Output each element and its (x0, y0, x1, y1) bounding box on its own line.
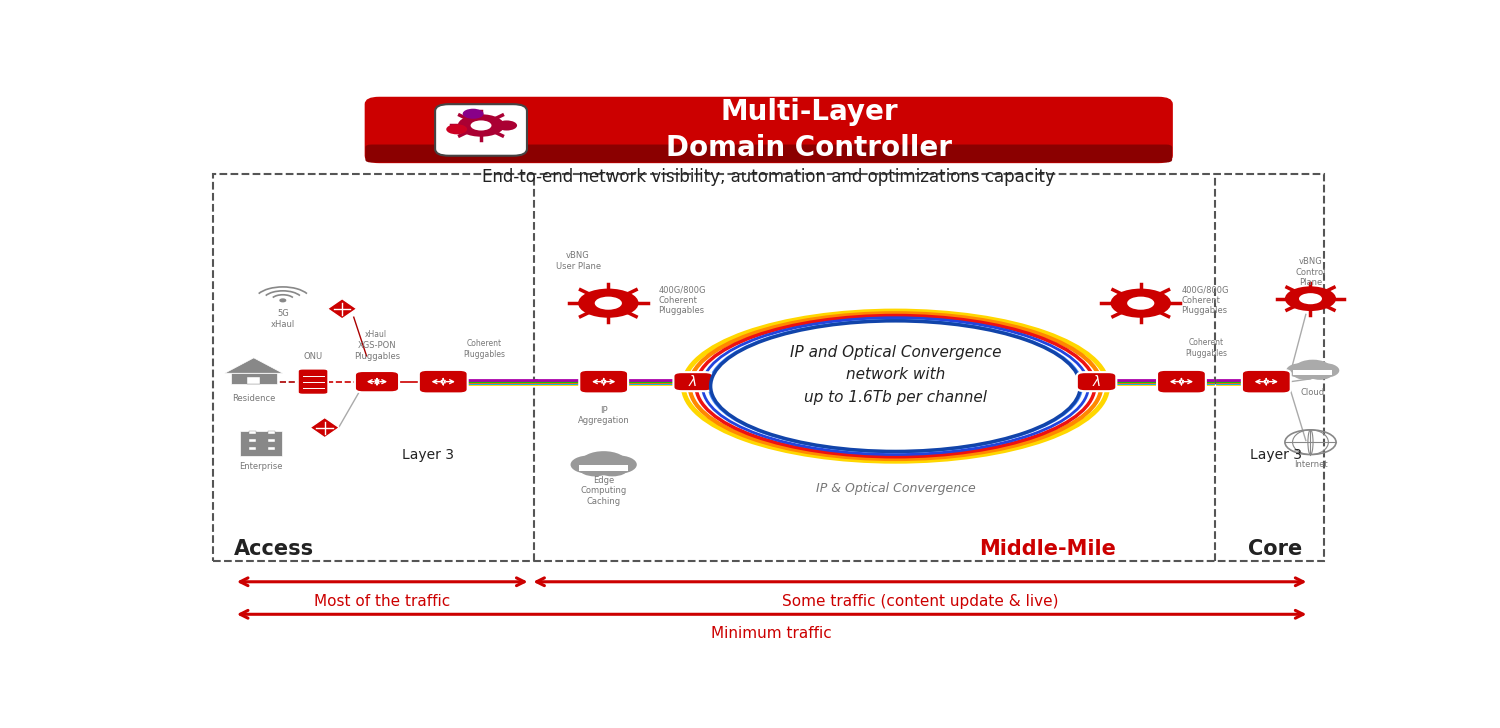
FancyBboxPatch shape (419, 370, 468, 393)
Ellipse shape (712, 322, 1078, 451)
Bar (1293, 371, 1332, 375)
Bar (249, 447, 256, 450)
Text: vBNG
User Plane: vBNG User Plane (555, 251, 600, 271)
FancyBboxPatch shape (366, 98, 1172, 162)
Text: xHaul: xHaul (364, 330, 387, 339)
Text: Access: Access (234, 539, 314, 558)
Circle shape (471, 120, 492, 130)
FancyBboxPatch shape (366, 145, 1172, 162)
Bar (267, 431, 274, 435)
Circle shape (594, 296, 622, 309)
Text: Internet: Internet (1293, 460, 1328, 469)
Bar (213, 174, 1324, 561)
Text: 400G/800G
Coherent
Pluggables: 400G/800G Coherent Pluggables (658, 285, 706, 315)
Text: Some traffic (content update & live): Some traffic (content update & live) (782, 594, 1058, 609)
Circle shape (580, 451, 627, 473)
Text: XGS-PON
Pluggables: XGS-PON Pluggables (354, 341, 401, 360)
Text: Enterprise: Enterprise (238, 462, 282, 471)
Circle shape (1287, 363, 1317, 378)
Text: Coherent
Pluggables: Coherent Pluggables (1185, 339, 1227, 357)
FancyBboxPatch shape (674, 372, 712, 391)
Bar (579, 464, 628, 470)
Text: Coherent
Pluggables: Coherent Pluggables (464, 339, 506, 359)
Circle shape (1299, 293, 1322, 304)
Polygon shape (310, 418, 339, 438)
Circle shape (446, 124, 466, 135)
FancyBboxPatch shape (435, 104, 526, 156)
Circle shape (1126, 296, 1155, 309)
Circle shape (579, 462, 610, 476)
Text: IP and Optical Convergence
network with
up to 1.6Tb per channel: IP and Optical Convergence network with … (789, 345, 1000, 405)
Bar (267, 447, 274, 450)
Bar (240, 431, 282, 456)
Text: $\lambda$: $\lambda$ (688, 374, 698, 389)
Bar (231, 373, 278, 384)
Bar (248, 377, 261, 384)
FancyBboxPatch shape (298, 369, 328, 395)
Text: $\lambda$: $\lambda$ (1092, 374, 1101, 389)
Text: ONU: ONU (303, 352, 322, 362)
Bar (249, 439, 256, 442)
Text: Middle-Mile: Middle-Mile (980, 539, 1116, 558)
Circle shape (1286, 286, 1336, 311)
FancyBboxPatch shape (1077, 372, 1116, 391)
Circle shape (1308, 363, 1340, 378)
Text: Multi-Layer
Domain Controller: Multi-Layer Domain Controller (666, 98, 952, 162)
Circle shape (280, 299, 285, 301)
Polygon shape (327, 298, 357, 319)
Text: Edge
Computing
Caching: Edge Computing Caching (580, 476, 627, 506)
Bar (249, 431, 256, 435)
Text: Cloud: Cloud (1300, 388, 1324, 397)
Text: Residence: Residence (232, 394, 276, 403)
Circle shape (462, 108, 483, 119)
Circle shape (1294, 360, 1330, 377)
Text: Layer 3: Layer 3 (402, 448, 454, 462)
Circle shape (458, 114, 504, 137)
Circle shape (598, 456, 638, 474)
Bar (368, 143, 1170, 162)
Circle shape (1293, 368, 1318, 380)
Text: End-to-end network visibility, automation and optimizations capacity: End-to-end network visibility, automatio… (483, 168, 1054, 186)
Bar (267, 439, 274, 442)
Text: Core: Core (1248, 539, 1302, 558)
Text: Most of the traffic: Most of the traffic (314, 594, 450, 609)
Text: Layer 3: Layer 3 (1250, 448, 1302, 462)
Polygon shape (225, 358, 284, 373)
Circle shape (570, 456, 609, 474)
Text: 5G
xHaul: 5G xHaul (270, 309, 296, 328)
Text: IP & Optical Convergence: IP & Optical Convergence (816, 482, 975, 494)
FancyBboxPatch shape (1156, 370, 1206, 393)
Text: 400G/800G
Coherent
Pluggables: 400G/800G Coherent Pluggables (1182, 285, 1228, 315)
Text: IP
Aggregation: IP Aggregation (578, 405, 630, 425)
Circle shape (1110, 288, 1172, 317)
FancyBboxPatch shape (356, 371, 399, 392)
Text: vBNG
Control
Plane: vBNG Control Plane (1294, 258, 1326, 288)
FancyBboxPatch shape (1242, 370, 1290, 393)
Circle shape (496, 120, 517, 130)
Text: Minimum traffic: Minimum traffic (711, 626, 831, 641)
FancyBboxPatch shape (579, 370, 628, 393)
Circle shape (597, 462, 628, 476)
Circle shape (1306, 368, 1332, 380)
Circle shape (578, 288, 639, 317)
Bar (368, 98, 1170, 162)
